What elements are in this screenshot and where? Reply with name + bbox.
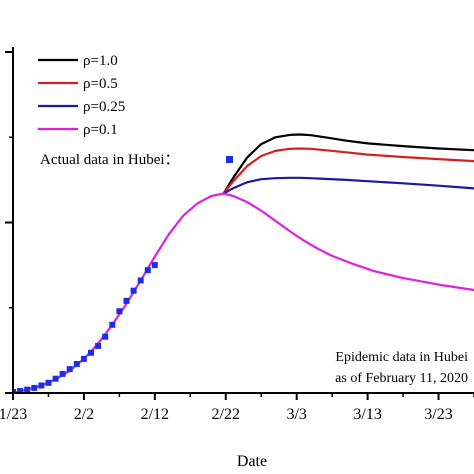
- actual-data-point: [144, 267, 151, 274]
- x-tick-label: 3/13: [353, 406, 381, 423]
- x-tick-label: 2/22: [212, 406, 240, 423]
- series-line-0: [222, 133, 474, 195]
- legend-label-0: ρ=1.0: [83, 53, 118, 69]
- annotation-line-1: Epidemic data in Hubei: [335, 350, 468, 365]
- plot-area: [13, 133, 474, 393]
- legend-marker-actual: [226, 156, 233, 163]
- actual-data-point: [31, 384, 38, 391]
- legend-label-3: ρ=0.1: [83, 122, 118, 138]
- legend-label-actual: Actual data in Hubei：: [40, 152, 180, 168]
- actual-data-point: [59, 370, 66, 377]
- x-axis-label: Date: [237, 453, 267, 470]
- x-tick-label: 3/3: [286, 406, 306, 423]
- actual-data-point: [116, 308, 123, 315]
- actual-data-point: [17, 388, 24, 393]
- legend-label-2: ρ=0.25: [83, 99, 125, 115]
- legend-label-1: ρ=0.5: [83, 76, 118, 92]
- actual-data-point: [102, 333, 109, 340]
- actual-data-point: [24, 386, 31, 393]
- axes: 1/23 2/2 2/12 2/22 3/3 3/13 3/23: [0, 47, 474, 423]
- actual-data-point: [88, 349, 94, 356]
- actual-data-point: [38, 382, 45, 389]
- actual-data-point: [109, 321, 116, 328]
- actual-data-point: [137, 277, 144, 284]
- actual-data-point: [95, 342, 102, 349]
- actual-data-point: [45, 379, 52, 386]
- annotation-line-2: as of February 11, 2020: [335, 371, 468, 386]
- actual-data-point: [80, 355, 87, 362]
- x-tick-label: 2/12: [141, 406, 169, 423]
- actual-data-point: [52, 375, 59, 382]
- x-tick-label: 1/23: [0, 406, 27, 423]
- x-tick-label: 3/23: [424, 406, 452, 423]
- x-tick-label: 2/2: [74, 406, 94, 423]
- actual-data-point: [130, 287, 137, 294]
- actual-data-point: [151, 262, 158, 269]
- actual-data-point: [13, 389, 16, 393]
- series-line-1: [222, 147, 474, 195]
- actual-data-point: [66, 366, 73, 373]
- actual-data-point: [123, 297, 130, 304]
- legend: ρ=1.0 ρ=0.5 ρ=0.25 ρ=0.1 Actual data in Hube…: [38, 53, 233, 168]
- actual-data-point: [73, 361, 80, 367]
- series-line-2: [222, 176, 474, 195]
